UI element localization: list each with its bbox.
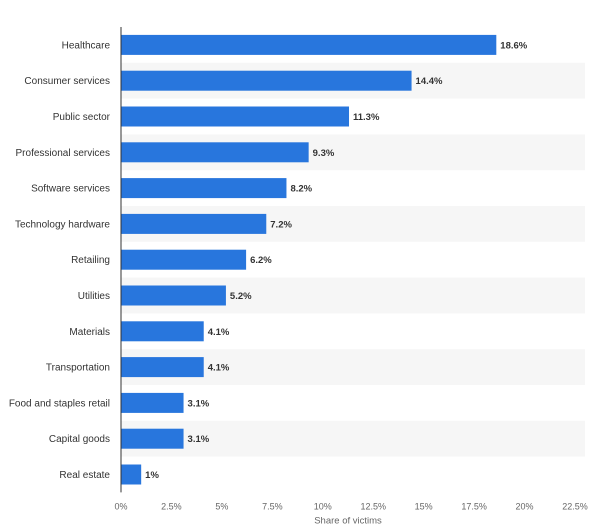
value-label: 7.2% xyxy=(270,219,292,230)
bar xyxy=(121,428,184,449)
bar xyxy=(121,285,226,306)
x-tick-label: 7.5% xyxy=(262,501,283,511)
category-label: Professional services xyxy=(16,148,110,159)
category-label: Materials xyxy=(69,327,110,338)
value-label: 5.2% xyxy=(230,291,252,302)
category-label: Healthcare xyxy=(62,40,111,51)
value-label: 6.2% xyxy=(250,255,272,266)
x-tick-label: 5% xyxy=(215,501,228,511)
value-label: 11.3% xyxy=(353,112,380,123)
bar xyxy=(121,249,247,270)
bar xyxy=(121,357,204,378)
x-tick-label: 12.5% xyxy=(360,501,386,511)
x-tick-label: 20% xyxy=(516,501,534,511)
row-band xyxy=(121,420,585,457)
category-label: Utilities xyxy=(78,291,110,302)
category-label: Food and staples retail xyxy=(9,398,110,409)
value-labels: 18.6% 14.4% 11.3% 9.3% 8.2% 7.2% 6.2% 5.2% 4.1% 4… xyxy=(145,40,528,481)
category-label: Transportation xyxy=(46,363,110,374)
category-label: Technology hardware xyxy=(15,219,110,230)
bar xyxy=(121,34,497,55)
value-label: 4.1% xyxy=(208,327,230,338)
bar xyxy=(121,70,412,91)
bar xyxy=(121,178,287,199)
x-tick-label: 0% xyxy=(114,501,127,511)
value-label: 4.1% xyxy=(208,363,230,374)
category-label: Capital goods xyxy=(49,434,110,445)
category-label: Public sector xyxy=(53,112,111,123)
value-label: 18.6% xyxy=(500,40,527,51)
x-tick-labels: 0% 2.5% 5% 7.5% 10% 12.5% 15% 17.5% 20% 22.5% xyxy=(114,501,587,511)
category-labels: Healthcare Consumer services Public sector… xyxy=(9,40,111,481)
category-label: Consumer services xyxy=(24,76,110,87)
category-label: Retailing xyxy=(71,255,110,266)
bar xyxy=(121,464,142,485)
x-tick-label: 17.5% xyxy=(461,501,487,511)
bar xyxy=(121,106,350,127)
bar xyxy=(121,213,267,234)
x-tick-label: 22.5% xyxy=(562,501,588,511)
bars xyxy=(121,34,497,485)
value-label: 14.4% xyxy=(416,76,443,87)
x-axis-title: Share of victims xyxy=(314,515,382,526)
value-label: 1% xyxy=(145,470,159,481)
x-tick-label: 10% xyxy=(314,501,332,511)
value-label: 9.3% xyxy=(313,148,335,159)
bar xyxy=(121,392,184,413)
x-tick-label: 2.5% xyxy=(161,501,182,511)
category-label: Real estate xyxy=(59,470,110,481)
value-label: 8.2% xyxy=(290,184,312,195)
value-label: 3.1% xyxy=(188,398,210,409)
bar xyxy=(121,321,204,342)
value-label: 3.1% xyxy=(188,434,210,445)
x-tick-label: 15% xyxy=(415,501,433,511)
bar xyxy=(121,142,309,163)
category-label: Software services xyxy=(31,184,110,195)
